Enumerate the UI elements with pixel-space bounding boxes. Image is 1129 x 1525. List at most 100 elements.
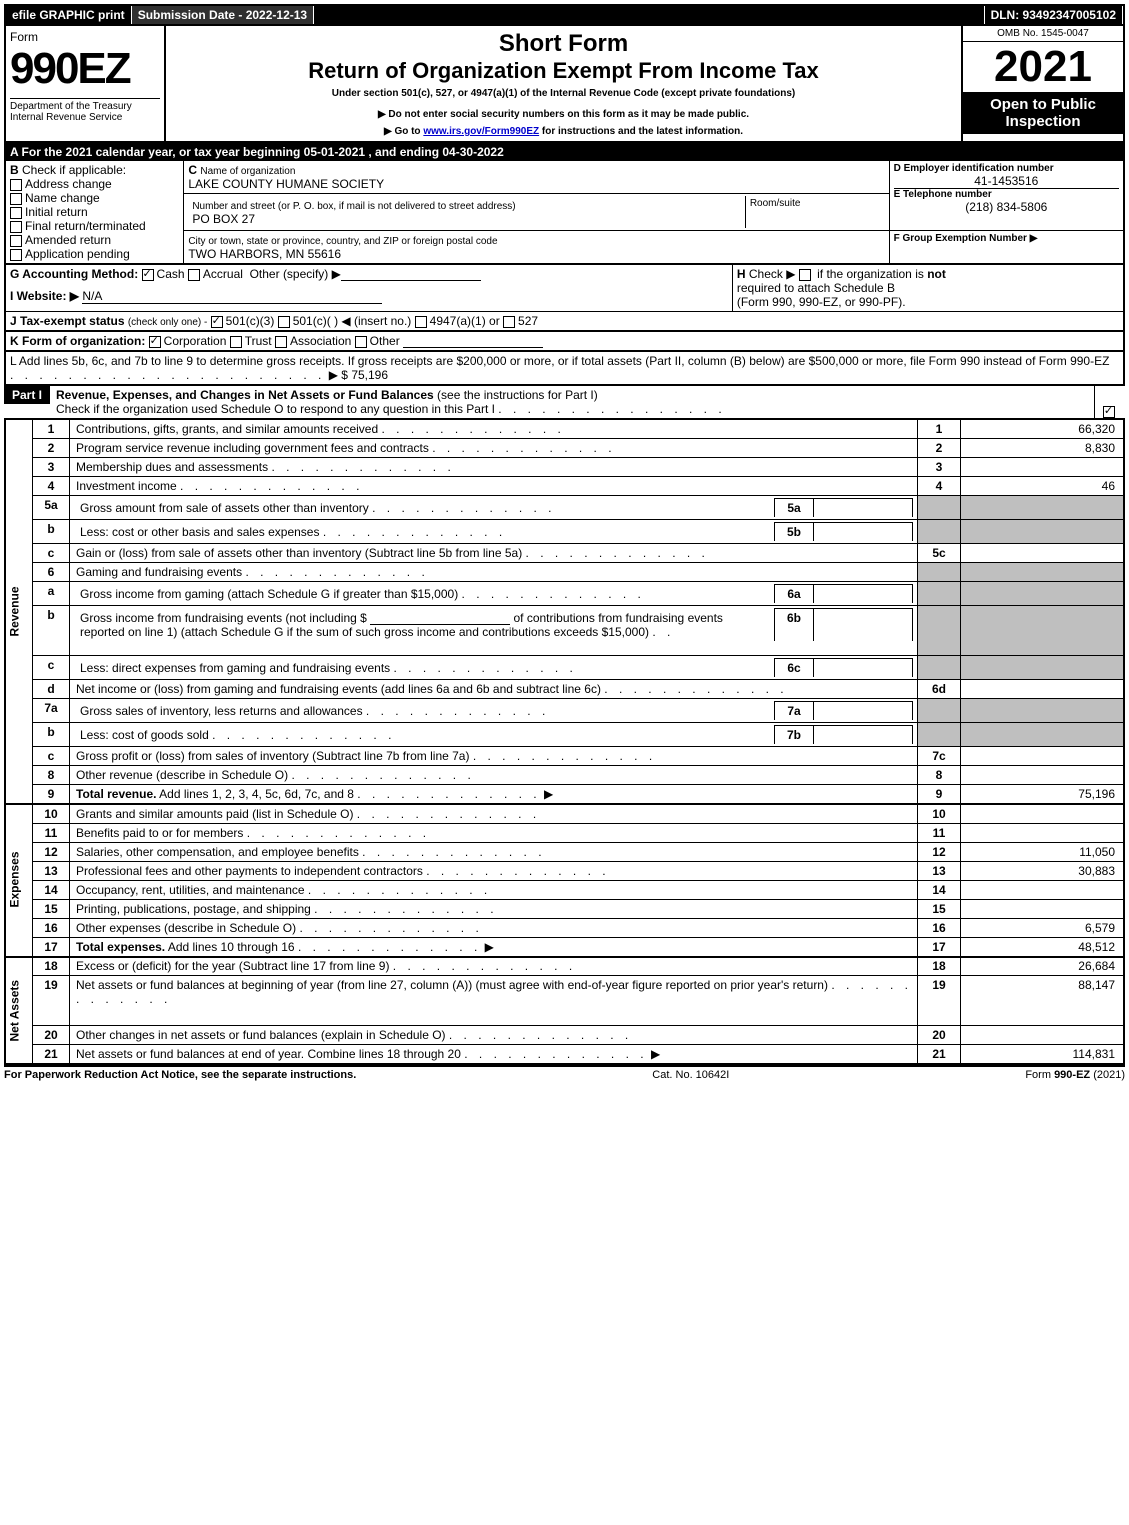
- h-t3: required to attach Schedule B: [737, 281, 895, 295]
- line-desc: Professional fees and other payments to …: [70, 861, 918, 880]
- line-value: 75,196: [961, 785, 1125, 804]
- line-value: 88,147: [961, 976, 1125, 1026]
- section-b: B Check if applicable: Address change Na…: [5, 161, 184, 264]
- line-value: 11,050: [961, 842, 1125, 861]
- mini-line-value: [814, 523, 913, 542]
- line-row: 2Program service revenue including gover…: [5, 439, 1124, 458]
- mini-line-value: [814, 609, 913, 641]
- city-label: City or town, state or province, country…: [188, 236, 497, 247]
- line-row: cGross profit or (loss) from sales of in…: [5, 747, 1124, 766]
- line-number: 18: [33, 957, 70, 976]
- g-label: G Accounting Method:: [10, 267, 138, 281]
- line-value: [961, 458, 1125, 477]
- check-amended-return[interactable]: [10, 235, 22, 247]
- g-cash: Cash: [157, 267, 185, 281]
- line-value: 66,320: [961, 420, 1125, 439]
- check-name-change[interactable]: [10, 193, 22, 205]
- right-line-number: 3: [918, 458, 961, 477]
- check-application-pending[interactable]: [10, 249, 22, 261]
- line-desc: Benefits paid to or for members . . . . …: [70, 823, 918, 842]
- netassets-table: Net Assets 18Excess or (deficit) for the…: [4, 956, 1125, 1066]
- line-number: 20: [33, 1026, 70, 1045]
- line-value: [961, 723, 1125, 747]
- line-row: 11Benefits paid to or for members . . . …: [5, 823, 1124, 842]
- line-value: [961, 563, 1125, 582]
- j-opt3: 4947(a)(1) or: [430, 314, 500, 328]
- check-501c3[interactable]: [211, 316, 223, 328]
- line-row: 20Other changes in net assets or fund ba…: [5, 1026, 1124, 1045]
- part-1-title: Revenue, Expenses, and Changes in Net As…: [56, 388, 434, 402]
- line-number: 1: [33, 420, 70, 439]
- right-line-number: 18: [918, 957, 961, 976]
- line-desc: Printing, publications, postage, and shi…: [70, 899, 918, 918]
- line-number: 15: [33, 899, 70, 918]
- right-line-number: [918, 563, 961, 582]
- footer-right-form: 990-EZ: [1054, 1069, 1090, 1081]
- footer-right-prefix: Form: [1025, 1069, 1054, 1081]
- line-value: [961, 1026, 1125, 1045]
- line-number: 8: [33, 766, 70, 785]
- line-desc: Gross amount from sale of assets other t…: [70, 496, 918, 520]
- check-4947[interactable]: [415, 316, 427, 328]
- c-label: C: [188, 163, 197, 177]
- line-value: [961, 520, 1125, 544]
- line-desc: Net income or (loss) from gaming and fun…: [70, 680, 918, 699]
- right-line-number: 8: [918, 766, 961, 785]
- efile-print[interactable]: efile GRAPHIC print: [6, 6, 132, 24]
- line-number: b: [33, 520, 70, 544]
- ssn-warning: ▶ Do not enter social security numbers o…: [170, 109, 957, 120]
- right-line-number: 7c: [918, 747, 961, 766]
- check-501c[interactable]: [278, 316, 290, 328]
- check-h[interactable]: [799, 269, 811, 281]
- right-line-number: 4: [918, 477, 961, 496]
- check-527[interactable]: [503, 316, 515, 328]
- mini-line-value: [814, 585, 913, 604]
- check-accrual[interactable]: [188, 269, 200, 281]
- h-t2: if the organization is: [817, 267, 924, 281]
- expenses-label: Expenses: [5, 804, 33, 956]
- check-cash[interactable]: [142, 269, 154, 281]
- section-k: K Form of organization: Corporation Trus…: [4, 332, 1125, 352]
- line-number: c: [33, 544, 70, 563]
- expenses-table: Expenses 10Grants and similar amounts pa…: [4, 803, 1125, 956]
- opt-amended-return: Amended return: [25, 233, 111, 247]
- line-number: a: [33, 582, 70, 606]
- right-line-number: 13: [918, 861, 961, 880]
- goto-prefix: ▶ Go to: [384, 126, 423, 137]
- l-text: L Add lines 5b, 6c, and 7b to line 9 to …: [10, 354, 1109, 368]
- line-number: 10: [33, 804, 70, 823]
- check-corporation[interactable]: [149, 336, 161, 348]
- mini-line-value: [814, 499, 913, 518]
- check-other-org[interactable]: [355, 336, 367, 348]
- check-trust[interactable]: [230, 336, 242, 348]
- line-row: bLess: cost of goods sold . . . . . . . …: [5, 723, 1124, 747]
- line-number: c: [33, 656, 70, 680]
- line-desc: Gross sales of inventory, less returns a…: [70, 699, 918, 723]
- line-value: [961, 680, 1125, 699]
- line-row: 17Total expenses. Add lines 10 through 1…: [5, 937, 1124, 956]
- line-desc: Other revenue (describe in Schedule O) .…: [70, 766, 918, 785]
- check-schedule-o[interactable]: [1103, 406, 1115, 418]
- line-desc: Gross profit or (loss) from sales of inv…: [70, 747, 918, 766]
- check-association[interactable]: [275, 336, 287, 348]
- line-row: 19Net assets or fund balances at beginni…: [5, 976, 1124, 1026]
- check-initial-return[interactable]: [10, 207, 22, 219]
- check-final-return[interactable]: [10, 221, 22, 233]
- mini-line-number: 6b: [775, 609, 814, 641]
- line-row: 4Investment income . . . . . . . . . . .…: [5, 477, 1124, 496]
- irs-link[interactable]: www.irs.gov/Form990EZ: [423, 126, 539, 137]
- page-footer: For Paperwork Reduction Act Notice, see …: [4, 1065, 1125, 1081]
- line-row: 15Printing, publications, postage, and s…: [5, 899, 1124, 918]
- d-label: D Employer identification number: [894, 163, 1119, 174]
- part-1-label: Part I: [4, 386, 50, 404]
- line-desc: Net assets or fund balances at beginning…: [70, 976, 918, 1026]
- line-row: 9Total revenue. Add lines 1, 2, 3, 4, 5c…: [5, 785, 1124, 804]
- ein-value: 41-1453516: [894, 174, 1119, 188]
- right-line-number: 16: [918, 918, 961, 937]
- check-address-change[interactable]: [10, 179, 22, 191]
- line-number: c: [33, 747, 70, 766]
- line-row: 7aGross sales of inventory, less returns…: [5, 699, 1124, 723]
- mini-line-number: 5a: [775, 499, 814, 518]
- goto-line: ▶ Go to www.irs.gov/Form990EZ for instru…: [170, 126, 957, 137]
- right-line-number: 9: [918, 785, 961, 804]
